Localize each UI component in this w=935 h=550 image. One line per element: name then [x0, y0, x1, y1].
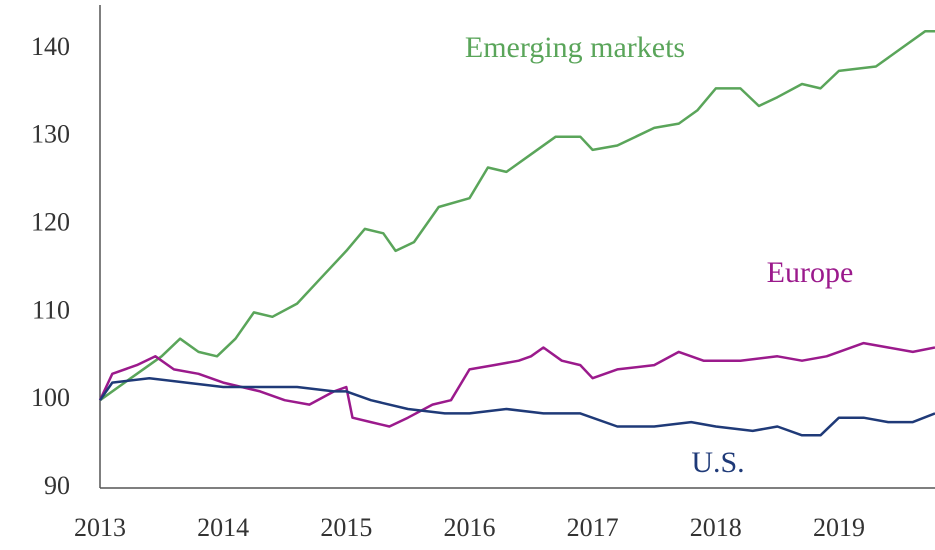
y-tick-label: 90 — [44, 471, 70, 500]
x-tick-label: 2017 — [567, 513, 619, 542]
x-tick-label: 2013 — [74, 513, 126, 542]
series-label: Emerging markets — [465, 31, 685, 64]
y-tick-label: 110 — [32, 295, 70, 324]
x-tick-label: 2015 — [320, 513, 372, 542]
y-tick-label: 120 — [31, 208, 70, 237]
y-tick-label: 130 — [31, 120, 70, 149]
series-line — [98, 376, 935, 437]
y-tick-label: 140 — [31, 32, 70, 61]
x-tick-label: 2014 — [197, 513, 249, 542]
x-tick-label: 2016 — [443, 513, 495, 542]
x-tick-label: 2018 — [690, 513, 742, 542]
x-tick-label: 2019 — [813, 513, 865, 542]
series-label: Europe — [767, 256, 854, 289]
series-label: U.S. — [691, 446, 744, 479]
series-line — [98, 341, 935, 428]
series-line — [99, 30, 935, 402]
y-tick-label: 100 — [31, 383, 70, 412]
